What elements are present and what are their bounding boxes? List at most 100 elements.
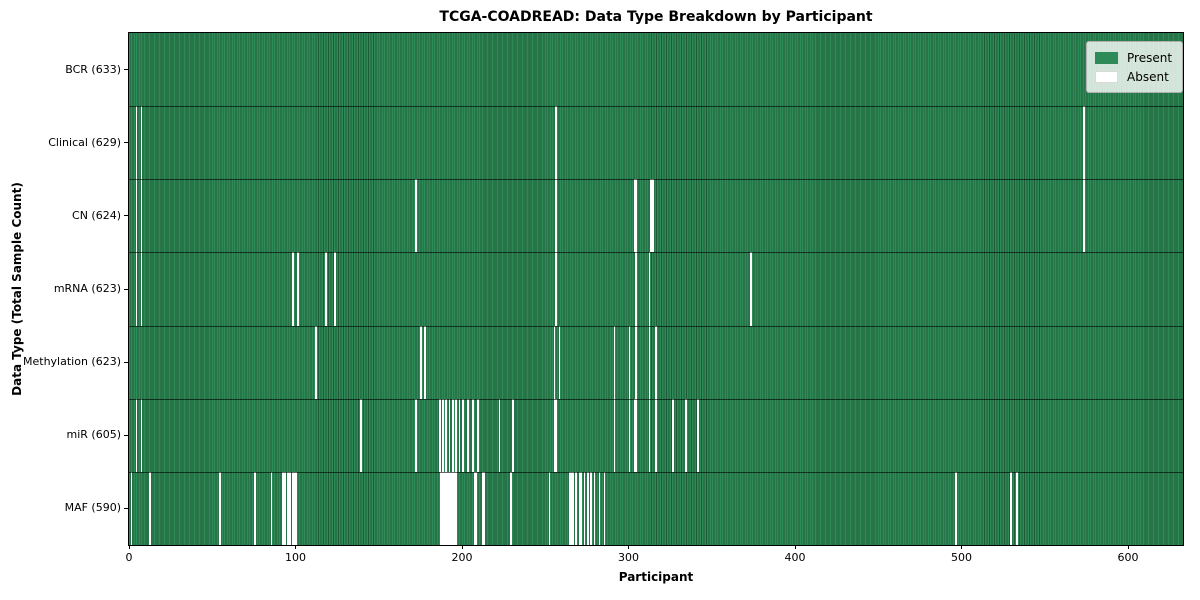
absent-stripe [635,325,637,399]
legend-item-absent: Absent [1095,67,1172,86]
absent-stripe [288,471,291,545]
absent-stripe [555,252,558,326]
absent-stripe [555,179,558,253]
absent-stripe [472,398,474,472]
legend-item-present: Present [1095,48,1172,67]
absent-stripe [462,398,464,472]
absent-stripe [548,471,551,545]
y-tick-mark [124,434,128,436]
absent-stripe [568,471,571,545]
y-tick-label-mir: miR (605) [66,428,122,442]
y-tick-mark [124,507,128,509]
absent-stripe [954,471,957,545]
absent-stripe [578,471,581,545]
absent-stripe [628,325,631,399]
y-tick-label-methylation: Methylation (623) [23,355,121,369]
absent-stripe [651,179,654,253]
absent-stripe [292,471,294,545]
legend-present-swatch [1095,51,1118,64]
absent-stripe [511,398,514,472]
absent-stripe [475,471,478,545]
absent-stripe [510,471,513,545]
x-tick-label-100: 100 [285,551,306,564]
row-divider [129,179,1183,181]
absent-stripe [635,252,637,326]
absent-stripe [448,398,451,472]
absent-stripe [635,179,637,253]
row-divider [129,398,1183,400]
absent-stripe [750,252,752,326]
heatmap-row-maf [129,471,1183,545]
y-tick-mark [124,215,128,217]
absent-stripe [295,471,298,545]
absent-stripe [442,398,444,472]
absent-stripe [473,471,476,545]
heatmap-row-bcr [129,33,1183,107]
absent-stripe [442,471,444,545]
absent-stripe [455,471,458,545]
absent-stripe [135,398,138,472]
legend-absent-label: Absent [1127,69,1169,84]
x-tick-mark [295,545,296,549]
absent-stripe [415,398,418,472]
row-divider [129,325,1183,327]
absent-stripe [1083,179,1085,253]
absent-stripe [297,252,299,326]
absent-stripe [140,179,143,253]
x-tick-label-200: 200 [451,551,473,564]
absent-stripe [458,398,461,472]
y-tick-label-mrna: mRNA (623) [53,282,121,295]
absent-stripe [635,398,637,472]
absent-stripe [1016,471,1019,545]
absent-stripe [603,471,606,545]
absent-stripe [140,252,143,326]
y-tick-mark [124,69,128,71]
absent-stripe [1083,106,1085,180]
row-divider [129,252,1183,254]
absent-stripe [270,471,273,545]
absent-stripe [140,398,143,472]
row-divider [129,106,1183,108]
absent-stripe [443,471,446,545]
absent-stripe [450,471,453,545]
legend-present-label: Present [1127,50,1173,65]
x-tick-mark [794,545,796,549]
heatmap-row-mrna [129,252,1183,326]
y-tick-mark [124,142,128,144]
absent-stripe [253,471,256,545]
plot-area [128,32,1184,546]
absent-stripe [452,398,454,472]
absent-stripe [555,398,558,472]
absent-stripe [583,471,586,545]
absent-stripe [445,398,448,472]
absent-stripe [633,179,636,253]
heatmap-row-mir [129,398,1183,472]
legend: Present Absent [1086,41,1184,93]
absent-stripe [333,252,336,326]
absent-stripe [440,471,443,545]
absent-stripe [415,179,418,253]
absent-stripe [586,471,589,545]
x-tick-mark [628,545,630,549]
absent-stripe [445,471,448,545]
absent-stripe [655,398,657,472]
absent-stripe [598,471,601,545]
absent-stripe [1009,471,1012,545]
absent-stripe [580,471,583,545]
x-tick-label-300: 300 [618,551,640,564]
absent-stripe [575,471,578,545]
absent-stripe [483,471,486,545]
heatmap-row-clinical [129,106,1183,180]
absent-stripe [135,252,138,326]
x-tick-mark [1127,545,1129,549]
absent-stripe [287,471,289,545]
absent-stripe [148,471,151,545]
row-divider [129,471,1183,473]
absent-stripe [590,471,593,545]
absent-stripe [292,252,294,326]
absent-stripe [481,471,484,545]
absent-stripe [498,398,501,472]
absent-stripe [655,325,657,399]
x-tick-label-400: 400 [784,551,806,564]
y-tick-label-maf: MAF (590) [64,501,121,515]
